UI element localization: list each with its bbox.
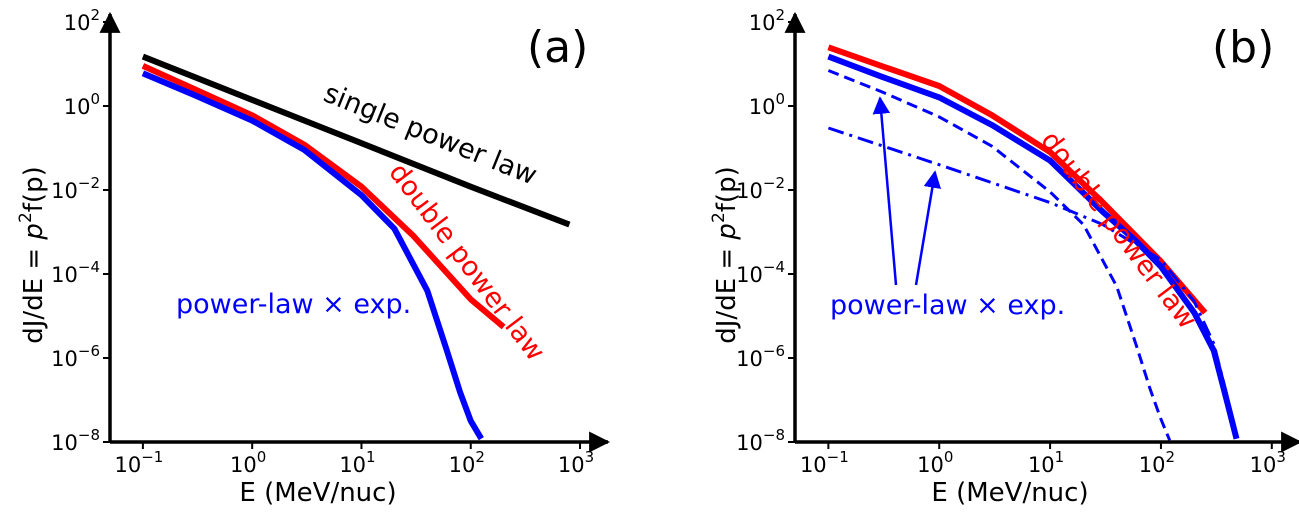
y-tick-label: 10−4	[51, 258, 100, 287]
panel-a-curves	[141, 53, 571, 441]
y-tick-label: 102	[64, 6, 100, 35]
panel-b-ticks: 10−1 100 101 102 103 10−8 10−6 10−4 10−2 100 102	[736, 6, 1286, 477]
x-tick-label: 10−1	[800, 448, 849, 477]
panel-b-label: (b)	[1212, 22, 1274, 73]
series-line-b-0	[827, 44, 1208, 315]
label-single-power-law: single power law	[319, 78, 541, 192]
label-b-power-law-exp: power-law × exp.	[830, 290, 1065, 321]
y-tick-label: 100	[64, 90, 100, 119]
x-tick-label: 102	[449, 448, 485, 477]
panel-b-axes	[784, 11, 1299, 453]
panel-b-y-axis-title: dJ/dE = p2f(p)	[709, 166, 742, 343]
panel-b-x-axis-title: E (MeV/nuc)	[931, 478, 1088, 508]
y-tick-label: 10−6	[51, 342, 100, 371]
series-line-a-1	[141, 63, 506, 330]
pointer-arrow-dashdot	[914, 170, 942, 286]
y-tick-label: 10−8	[736, 426, 785, 455]
panel-a-y-axis-title: dJ/dE = p2f(p)	[16, 166, 49, 343]
y-tick-label: 10−6	[736, 342, 785, 371]
panel-a-ticks: 10−1 100 101 102 103 10−8 10−6 10−4 10−2 100 102	[51, 6, 594, 477]
pointer-arrow-dashed	[872, 96, 898, 286]
y-tick-label: 10−8	[51, 426, 100, 455]
series-line-b-3	[827, 126, 1235, 430]
x-tick-label: 100	[917, 448, 953, 477]
x-tick-label: 103	[1250, 448, 1286, 477]
x-tick-label: 100	[230, 448, 266, 477]
y-tick-label: 10−2	[736, 174, 785, 203]
panel-a-x-axis-title: E (MeV/nuc)	[239, 478, 396, 508]
panel-b-curves	[827, 44, 1240, 441]
label-a-power-law-exp: power-law × exp.	[176, 289, 411, 320]
panel-a-axes	[99, 11, 611, 453]
panel-a: 10−1 100 101 102 103 10−8 10−6 10−4 10−2 100 102 (…	[16, 6, 611, 508]
x-tick-label: 101	[1028, 448, 1064, 477]
series-line-b-1	[827, 53, 1240, 440]
x-tick-label: 103	[558, 448, 594, 477]
x-tick-label: 102	[1139, 448, 1175, 477]
y-tick-label: 102	[749, 6, 785, 35]
panel-b: 10−1 100 101 102 103 10−8 10−6 10−4 10−2 100 102 (…	[709, 6, 1299, 508]
x-tick-label: 101	[339, 448, 375, 477]
y-tick-label: 10−2	[51, 174, 100, 203]
x-tick-label: 10−1	[114, 448, 163, 477]
y-tick-label: 10−4	[736, 258, 785, 287]
series-line-a-2	[141, 70, 484, 441]
series-line-a-0	[141, 53, 571, 228]
panel-a-label: (a)	[527, 22, 588, 73]
y-tick-label: 100	[749, 90, 785, 119]
